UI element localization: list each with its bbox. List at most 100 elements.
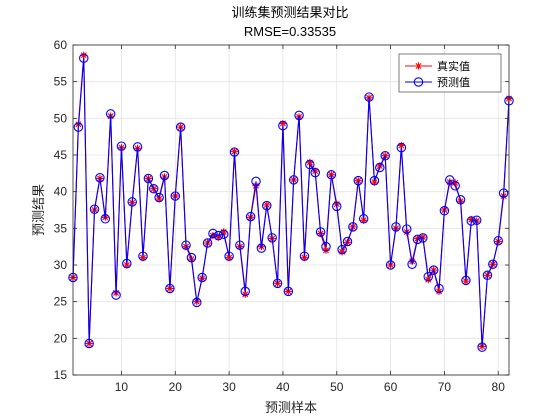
data-point xyxy=(175,122,186,132)
data-point xyxy=(360,216,368,224)
data-point xyxy=(84,338,94,349)
data-point xyxy=(283,286,294,297)
data-point xyxy=(462,277,470,285)
data-point xyxy=(267,233,277,243)
data-point xyxy=(240,286,250,297)
data-point xyxy=(80,51,88,59)
y-tick-label: 20 xyxy=(54,331,68,345)
x-tick-label: 30 xyxy=(222,380,236,394)
y-axis-label: 预测结果 xyxy=(31,184,46,236)
data-point xyxy=(229,147,240,157)
data-point xyxy=(192,297,202,308)
x-tick-label: 50 xyxy=(330,380,344,394)
data-point xyxy=(337,244,347,255)
data-point xyxy=(369,175,380,186)
data-point xyxy=(294,110,304,121)
data-point xyxy=(278,120,288,131)
data-point xyxy=(407,259,417,270)
data-point xyxy=(310,167,320,178)
data-point xyxy=(396,142,407,153)
data-point xyxy=(170,191,181,201)
data-point xyxy=(461,275,471,286)
y-tick-label: 35 xyxy=(54,221,68,235)
y-tick-label: 55 xyxy=(54,75,68,89)
data-point xyxy=(385,260,396,270)
data-point xyxy=(225,254,233,262)
data-point xyxy=(288,175,299,185)
data-point xyxy=(208,228,218,239)
data-point xyxy=(224,251,234,261)
axis-ticks: 10 20 30 40 50 60 70 80 15 20 25 30 35 40 45 50 55 60 xyxy=(54,38,509,394)
data-point xyxy=(493,236,503,246)
legend-marker xyxy=(413,77,424,87)
data-point xyxy=(428,265,439,275)
data-point xyxy=(326,170,337,180)
data-point xyxy=(165,283,175,294)
data-point xyxy=(220,228,228,236)
data-point xyxy=(202,238,213,248)
x-tick-label: 70 xyxy=(438,380,452,394)
data-point xyxy=(245,211,256,222)
data-point xyxy=(213,230,224,241)
data-point xyxy=(451,179,459,187)
data-point xyxy=(111,290,121,300)
data-point xyxy=(353,175,364,186)
data-point xyxy=(181,240,191,250)
data-point xyxy=(263,201,271,209)
data-point xyxy=(424,276,432,284)
y-tick-label: 15 xyxy=(54,368,68,382)
data-point xyxy=(262,200,272,211)
data-point xyxy=(423,271,434,282)
series-2 xyxy=(68,53,514,352)
data-point xyxy=(466,216,477,226)
data-point xyxy=(138,251,148,261)
data-point xyxy=(122,258,132,269)
x-axis-label: 预测样本 xyxy=(265,400,317,415)
data-point xyxy=(279,119,287,128)
data-point xyxy=(79,53,89,63)
plot-frame xyxy=(72,44,510,376)
y-tick-label: 30 xyxy=(54,258,68,272)
data-point xyxy=(435,287,443,295)
data-point xyxy=(321,241,331,252)
data-point xyxy=(391,222,401,232)
data-point xyxy=(498,188,509,198)
data-point xyxy=(358,214,369,224)
data-point xyxy=(419,233,427,241)
data-point xyxy=(214,233,222,241)
data-point xyxy=(100,214,111,224)
chart-subtitle: RMSE=0.33535 xyxy=(244,24,336,39)
data-point xyxy=(139,254,147,262)
data-point xyxy=(370,178,379,186)
data-point xyxy=(186,252,197,263)
data-point xyxy=(235,240,245,250)
data-point xyxy=(182,243,190,251)
data-point xyxy=(397,141,405,150)
data-point xyxy=(159,170,170,181)
y-tick-label: 25 xyxy=(54,295,68,309)
x-tick-label: 60 xyxy=(384,380,398,394)
chart-title: 训练集预测结果对比 xyxy=(231,5,348,20)
data-point xyxy=(434,283,444,294)
data-point xyxy=(197,272,207,283)
data-point xyxy=(155,195,163,203)
data-point xyxy=(488,259,498,270)
data-point xyxy=(272,278,283,289)
data-series xyxy=(68,51,514,352)
legend-entry: 预测值 xyxy=(437,76,470,89)
data-point xyxy=(338,248,346,256)
data-point xyxy=(143,173,154,184)
data-point xyxy=(445,175,455,185)
data-point xyxy=(209,232,217,240)
data-point xyxy=(127,197,137,207)
y-tick-label: 40 xyxy=(54,185,68,199)
data-point xyxy=(455,194,466,205)
x-tick-label: 80 xyxy=(492,380,506,394)
legend-entry: 真实值 xyxy=(437,59,470,73)
y-tick-label: 45 xyxy=(54,148,68,162)
data-point xyxy=(148,183,159,194)
data-point xyxy=(412,234,423,245)
data-point xyxy=(342,236,353,247)
